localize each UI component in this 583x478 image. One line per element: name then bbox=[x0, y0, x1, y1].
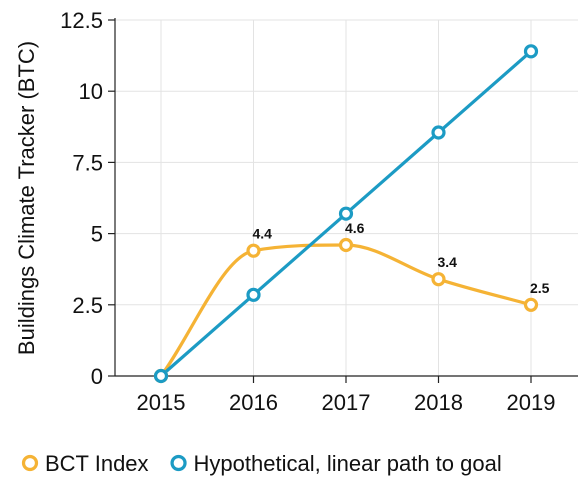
data-label: 3.4 bbox=[438, 254, 458, 270]
data-label: 4.4 bbox=[253, 226, 273, 242]
data-point bbox=[523, 44, 539, 59]
y-tick-label: 10 bbox=[79, 79, 103, 104]
y-tick-label: 7.5 bbox=[72, 150, 103, 175]
legend: BCT Index Hypothetical, linear path to go… bbox=[21, 451, 502, 476]
y-tick-label: 2.5 bbox=[72, 293, 103, 318]
x-tick-label: 2018 bbox=[414, 390, 463, 415]
series-layer bbox=[153, 44, 539, 384]
axes: 0 2.5 5 7.5 10 12.5 2015 2016 2017 2018 2019 Buildi… bbox=[14, 8, 578, 415]
data-label: 4.6 bbox=[345, 220, 365, 236]
y-tick-label: 5 bbox=[91, 222, 103, 247]
legend-label: Hypothetical, linear path to goal bbox=[194, 451, 502, 476]
data-point bbox=[246, 243, 261, 258]
x-tick-label: 2016 bbox=[229, 390, 278, 415]
data-labels: 4.4 4.6 3.4 2.5 bbox=[253, 220, 550, 296]
y-axis-title: Buildings Climate Tracker (BTC) bbox=[14, 41, 39, 355]
data-point bbox=[246, 287, 261, 302]
data-point bbox=[338, 237, 354, 253]
x-tick-label: 2017 bbox=[322, 390, 371, 415]
legend-label: BCT Index bbox=[45, 451, 149, 476]
x-tick-label: 2015 bbox=[137, 390, 186, 415]
grid bbox=[115, 19, 578, 377]
legend-marker bbox=[170, 454, 187, 472]
x-tick-label: 2019 bbox=[507, 390, 556, 415]
legend-marker bbox=[21, 454, 39, 472]
y-tick-label: 0 bbox=[91, 364, 103, 389]
data-point bbox=[431, 125, 446, 140]
data-point bbox=[153, 368, 169, 384]
data-point bbox=[431, 272, 446, 287]
data-point bbox=[338, 206, 354, 221]
data-point bbox=[523, 297, 539, 312]
y-tick-label: 12.5 bbox=[60, 8, 103, 33]
data-label: 2.5 bbox=[530, 280, 550, 296]
